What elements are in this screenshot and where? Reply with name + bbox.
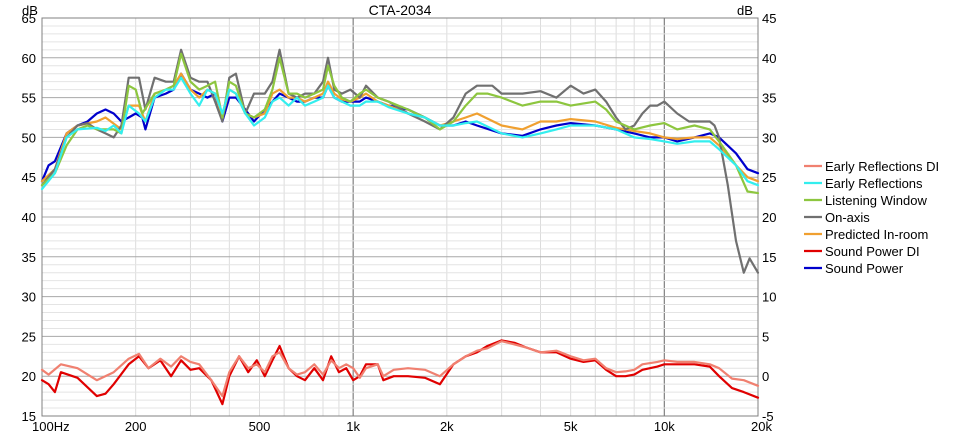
left-tick-label: 35 xyxy=(22,250,36,265)
left-tick-label: 55 xyxy=(22,91,36,106)
right-tick-label: 40 xyxy=(762,51,776,66)
right-tick-label: 30 xyxy=(762,130,776,145)
legend: Early Reflections DI Early Reflections Lis… xyxy=(804,159,939,276)
legend-item: Predicted In-room xyxy=(804,227,928,242)
right-axis-ticks: 45 40 35 30 25 20 15 10 5 0 -5 xyxy=(762,11,776,424)
right-tick-label: 15 xyxy=(762,250,776,265)
x-tick-label: 10k xyxy=(654,419,675,434)
x-tick-label: 2k xyxy=(440,419,454,434)
x-tick-label: 1k xyxy=(346,419,360,434)
right-tick-label: 10 xyxy=(762,290,776,305)
legend-item: Sound Power xyxy=(804,261,904,276)
x-axis-ticks: 100Hz 200 500 1k 2k 5k 10k 20k xyxy=(32,419,772,434)
legend-item: Listening Window xyxy=(804,193,927,208)
series-line-early-reflections xyxy=(40,76,760,191)
series-line-on-axis xyxy=(40,48,760,274)
plot-frame xyxy=(41,17,759,417)
left-tick-label: 30 xyxy=(22,290,36,305)
series-line-listening-window xyxy=(40,52,760,195)
x-tick-label: 20k xyxy=(751,419,772,434)
grid xyxy=(42,18,759,416)
legend-label: Predicted In-room xyxy=(825,227,928,242)
right-axis-unit: dB xyxy=(737,3,753,18)
legend-label: Sound Power DI xyxy=(825,244,920,259)
left-tick-label: 15 xyxy=(22,409,36,424)
legend-item: On-axis xyxy=(804,210,870,225)
left-axis-unit: dB xyxy=(22,3,38,18)
right-tick-label: 0 xyxy=(762,369,769,384)
right-tick-label: 35 xyxy=(762,91,776,106)
legend-label: Listening Window xyxy=(825,193,927,208)
right-tick-label: 25 xyxy=(762,170,776,185)
axes-text: CTA-2034 dB dB xyxy=(22,2,753,18)
right-tick-label: -5 xyxy=(762,409,774,424)
x-tick-label: 200 xyxy=(125,419,147,434)
left-tick-label: 60 xyxy=(22,51,36,66)
left-tick-label: 65 xyxy=(22,11,36,26)
right-tick-label: 20 xyxy=(762,210,776,225)
legend-label: Early Reflections xyxy=(825,176,923,191)
x-tick-label: 100Hz xyxy=(32,419,70,434)
legend-label: Sound Power xyxy=(825,261,904,276)
series-line-early-reflections-di xyxy=(40,340,760,398)
chart-title: CTA-2034 xyxy=(369,2,432,18)
legend-label: On-axis xyxy=(825,210,870,225)
left-tick-label: 50 xyxy=(22,130,36,145)
left-tick-label: 40 xyxy=(22,210,36,225)
series-layer xyxy=(40,48,760,406)
left-tick-label: 25 xyxy=(22,329,36,344)
legend-item: Early Reflections xyxy=(804,176,923,191)
right-tick-label: 5 xyxy=(762,329,769,344)
x-tick-label: 5k xyxy=(564,419,578,434)
left-tick-label: 45 xyxy=(22,170,36,185)
legend-label: Early Reflections DI xyxy=(825,159,939,174)
legend-item: Early Reflections DI xyxy=(804,159,939,174)
legend-item: Sound Power DI xyxy=(804,244,920,259)
series-line-sound-power-di xyxy=(40,339,760,406)
right-tick-label: 45 xyxy=(762,11,776,26)
left-axis-ticks: 65 60 55 50 45 40 35 30 25 20 15 xyxy=(22,11,36,424)
left-tick-label: 20 xyxy=(22,369,36,384)
x-tick-label: 500 xyxy=(249,419,271,434)
